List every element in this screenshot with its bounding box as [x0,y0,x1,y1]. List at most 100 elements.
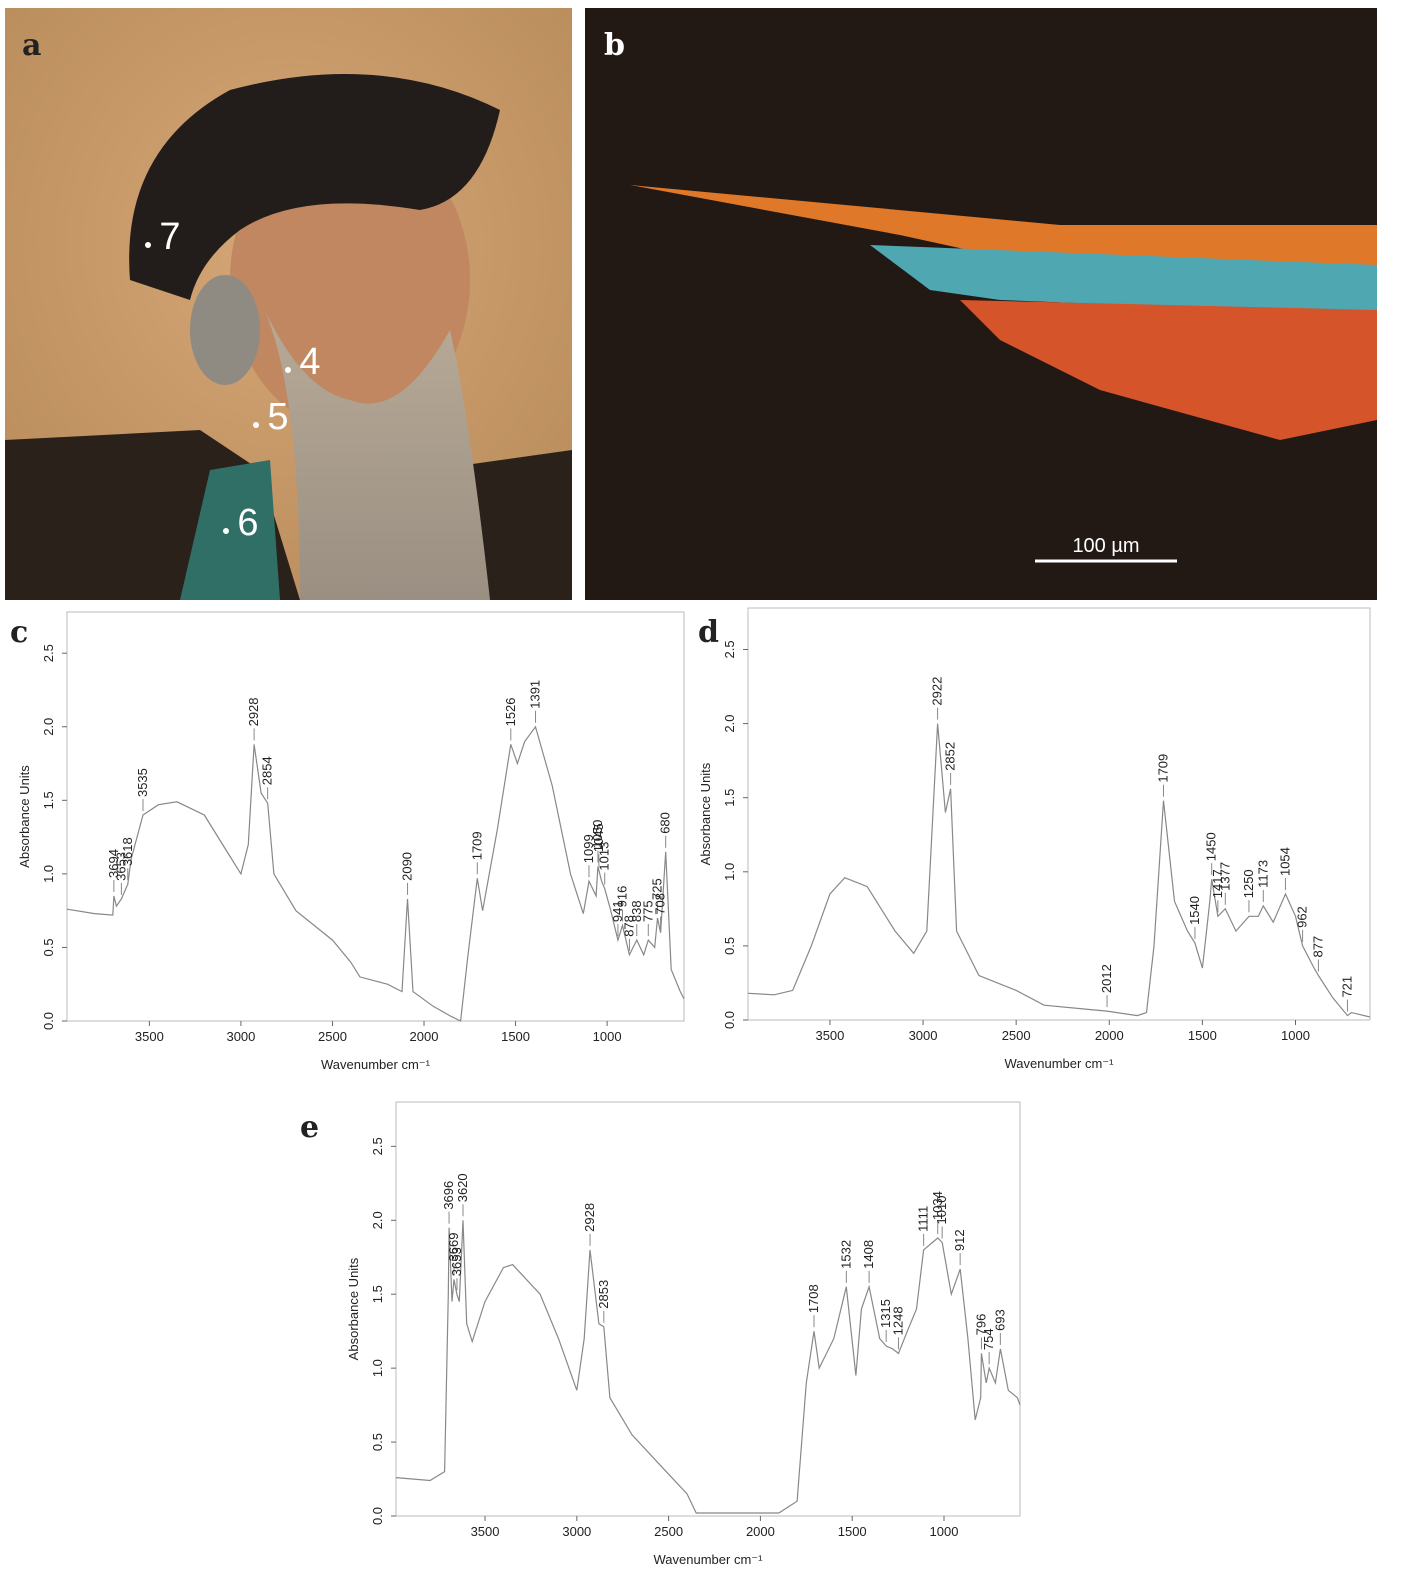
spectrum [395,1220,1021,1514]
y-tick-label: 0.5 [41,938,56,956]
peak-label: 1034 [930,1191,945,1220]
peak-label: 941 [610,900,625,922]
peak-label: 1250 [1241,869,1256,898]
x-tick-label: 3000 [226,1029,255,1044]
peak-label: 1054 [1277,847,1292,876]
peak-label: 1111 [916,1206,931,1232]
x-tick-label: 3000 [562,1524,591,1539]
y-axis-label: Absorbance Units [698,762,713,865]
peak-label: 1248 [890,1306,905,1335]
panel-label: c [10,615,28,650]
hair [190,275,260,385]
peak-label: 1526 [503,697,518,726]
peak-label: 2928 [246,697,261,726]
peak-label: 1099 [581,834,596,863]
x-tick-label: 2500 [654,1524,683,1539]
plot-frame [395,1101,1021,1517]
peak-label: 878 [621,915,636,937]
peak-label: 3620 [455,1173,470,1202]
layer-red [960,300,1377,440]
y-tick-label: 2.5 [722,640,737,658]
y-tick-label: 1.5 [41,791,56,809]
peak-label: 2854 [260,756,275,785]
peak-label: 2922 [930,677,945,706]
point-label: 5 [267,396,288,438]
hat [129,74,500,300]
y-tick-label: 2.5 [41,644,56,662]
panel-a: 7 45 6 [5,8,572,600]
point-label: 7 [159,216,180,258]
x-tick-label: 2000 [1095,1028,1124,1043]
peak-label: 1013 [597,842,612,871]
y-tick-label: 1.0 [41,865,56,883]
peak-label: 912 [952,1229,967,1251]
peak-label: 916 [614,886,629,908]
beard [260,300,490,600]
peak-label: 2852 [943,742,958,771]
x-tick-label: 1000 [930,1524,959,1539]
x-tick-label: 1000 [593,1029,622,1044]
y-tick-label: 2.0 [722,715,737,733]
x-axis-label: Wavenumber cm⁻¹ [321,1057,431,1072]
x-tick-label: 3000 [909,1028,938,1043]
peak-label: 754 [981,1328,996,1350]
peak-label: 1391 [528,680,543,709]
layer-orange [630,185,1377,270]
peak-label: 680 [658,812,673,834]
peak-label: 1709 [1155,754,1170,783]
peak-label: 2853 [596,1280,611,1309]
panel-label: b [604,28,625,63]
peak-label: 1173 [1255,860,1270,888]
peak-label: 721 [1339,976,1354,998]
point-dot [285,367,291,373]
peak-label: 3535 [135,768,150,797]
y-tick-label: 1.5 [722,789,737,807]
spectrum [66,725,685,1022]
point-dot [253,422,259,428]
plot-frame [747,607,1371,1021]
peak-label: 796 [973,1314,988,1336]
peak-label: 1532 [838,1240,853,1269]
peak-label: 1709 [469,831,484,860]
x-tick-label: 3500 [135,1029,164,1044]
y-tick-label: 1.0 [722,863,737,881]
x-axis-label: Wavenumber cm⁻¹ [1005,1056,1115,1071]
peak-label: 1045 [591,823,606,852]
peak-label: 877 [1310,936,1325,958]
peak-label: 1540 [1187,896,1202,925]
point-label: 6 [237,502,258,544]
peak-label: 3618 [120,837,135,866]
peak-label: 1450 [1204,832,1219,861]
peak-label: 1377 [1217,862,1232,891]
panel-label: d [698,615,719,650]
panel-label: e [300,1110,319,1145]
peak-label: 1010 [934,1196,949,1225]
y-tick-label: 0.0 [722,1011,737,1029]
peak-label: 1408 [861,1240,876,1269]
y-tick-label: 2.5 [370,1137,385,1155]
peak-label: 1315 [878,1299,893,1328]
panel-b: 100 µm [585,8,1377,600]
y-tick-label: 1.5 [370,1285,385,1303]
y-tick-label: 0.5 [722,937,737,955]
spectrum [747,723,1371,1018]
y-tick-label: 2.0 [41,718,56,736]
x-tick-label: 1000 [1281,1028,1310,1043]
peak-label: 2012 [1099,964,1114,993]
point-dot [223,528,229,534]
y-tick-label: 1.0 [370,1359,385,1377]
peak-label: 1708 [806,1284,821,1313]
x-tick-label: 2500 [1002,1028,1031,1043]
peak-label: 725 [649,878,664,900]
x-axis-label: Wavenumber cm⁻¹ [654,1552,764,1567]
peak-label: 1417 [1210,869,1225,898]
plot-frame [66,611,685,1022]
peak-label: 2928 [582,1203,597,1232]
x-tick-label: 2000 [746,1524,775,1539]
peak-label: 3696 [441,1181,456,1210]
x-tick-label: 2000 [410,1029,439,1044]
y-tick-label: 0.0 [370,1507,385,1525]
peak-label: 3669 [446,1233,461,1262]
collar [180,460,280,600]
